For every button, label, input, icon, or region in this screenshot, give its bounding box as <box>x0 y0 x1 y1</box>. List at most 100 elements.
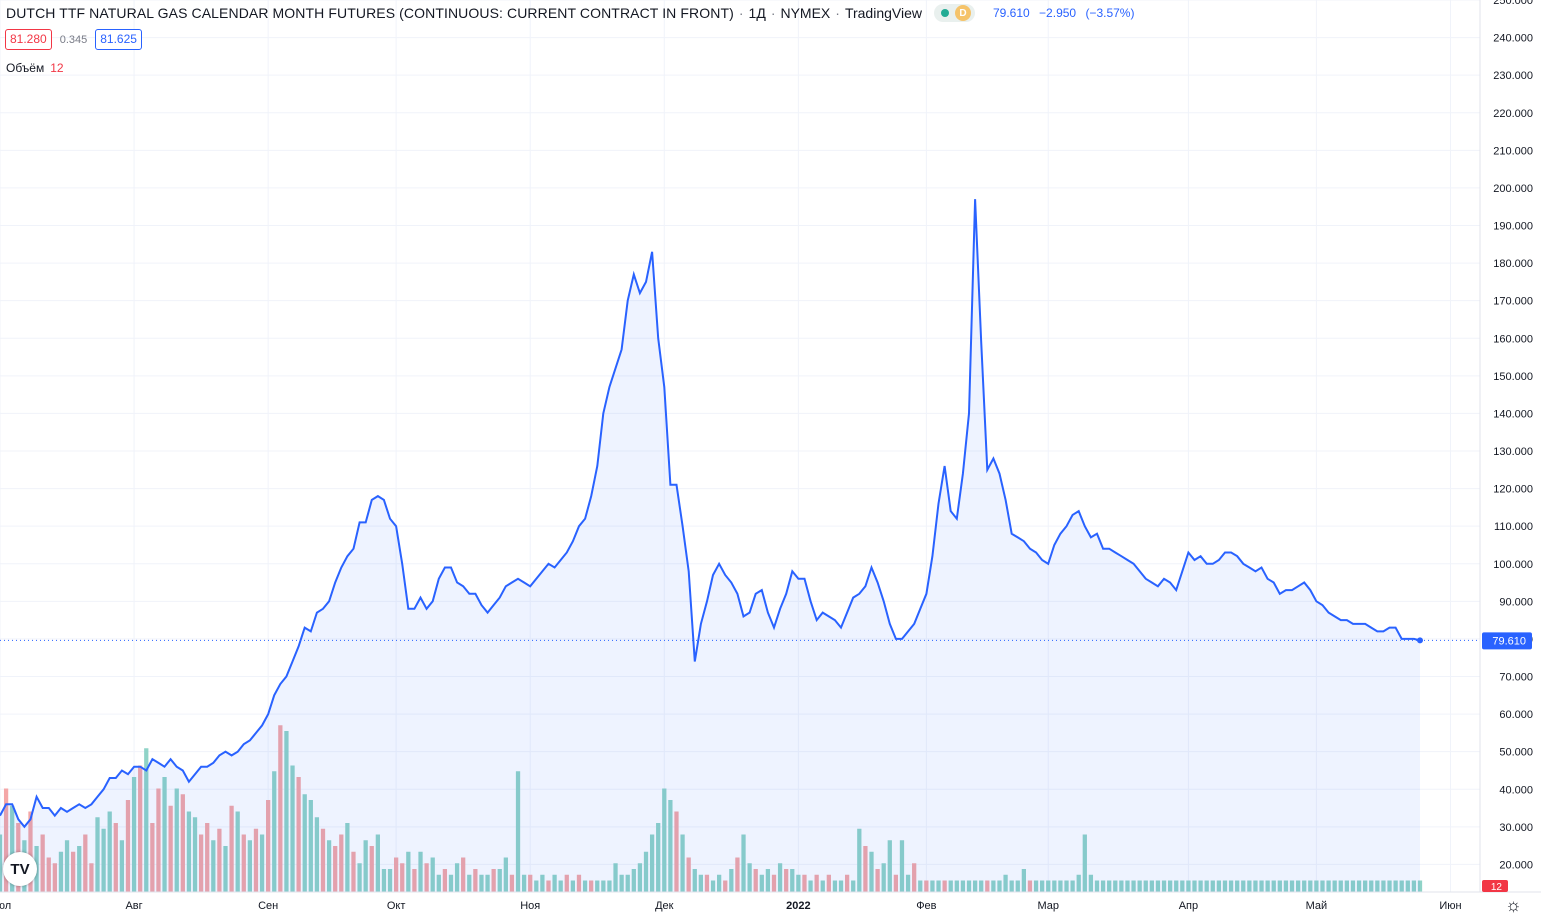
last-price: 79.610 <box>993 6 1030 20</box>
volume-bar <box>820 880 825 892</box>
volume-bar <box>467 874 472 892</box>
volume-bar <box>381 869 387 892</box>
volume-bar <box>333 846 338 892</box>
x-tick-label: Ноя <box>520 900 540 912</box>
volume-bar <box>131 777 137 892</box>
x-tick-label: Сен <box>258 900 278 912</box>
volume-bar <box>717 874 722 892</box>
volume-bar <box>662 788 667 892</box>
y-tick-label: 240.000 <box>1493 33 1533 45</box>
volume-bar <box>1161 880 1167 892</box>
volume-bar <box>668 800 673 892</box>
volume-bar <box>1393 880 1398 892</box>
volume-bar <box>491 869 496 892</box>
volume-bar <box>656 823 661 892</box>
x-tick-label: Май <box>1306 900 1328 912</box>
volume-bar <box>400 863 405 892</box>
volume-bar <box>1198 880 1203 892</box>
volume-bar <box>1094 880 1100 892</box>
volume-bar <box>454 863 460 892</box>
y-tick-label: 170.000 <box>1493 296 1533 308</box>
x-tick-label: Окт <box>387 900 406 912</box>
volume-bar <box>851 880 856 892</box>
volume-legend[interactable]: Объём 12 <box>6 61 64 75</box>
volume-bar <box>290 765 295 892</box>
volume-bar <box>710 880 716 892</box>
volume-bar <box>107 811 112 892</box>
volume-bar <box>979 880 984 892</box>
volume-bar <box>351 851 356 892</box>
volume-bar <box>308 800 313 892</box>
quote-readout: 79.610 −2.950 (−3.57%) <box>993 6 1140 20</box>
volume-bar <box>1040 880 1045 892</box>
volume-bar <box>497 869 502 892</box>
y-tick-label: 100.000 <box>1493 559 1533 571</box>
volume-bar <box>345 823 350 892</box>
x-tick-label: Фев <box>916 900 936 912</box>
volume-label: Объём <box>6 61 45 75</box>
volume-bar <box>1137 880 1142 892</box>
volume-bar <box>942 880 947 892</box>
volume-bar <box>485 874 490 892</box>
tradingview-logo-icon[interactable]: TV <box>3 852 37 886</box>
volume-bar <box>601 880 606 892</box>
volume-bar <box>838 880 844 892</box>
volume-bar <box>1375 880 1380 892</box>
volume-bar <box>1381 880 1386 892</box>
volume-bar <box>771 874 777 892</box>
volume-bar <box>326 840 332 892</box>
volume-bar <box>1405 880 1410 892</box>
volume-bar <box>887 840 892 892</box>
volume-bar <box>521 874 527 892</box>
volume-bar <box>144 748 149 892</box>
volume-bar <box>1210 880 1215 892</box>
volume-bar <box>363 840 368 892</box>
volume-bar <box>1338 880 1343 892</box>
volume-bar <box>1417 880 1423 892</box>
volume-bar <box>1119 880 1124 892</box>
interval-label[interactable]: 1Д <box>748 5 766 21</box>
volume-bar <box>649 834 655 892</box>
volume-bar <box>1314 880 1319 892</box>
volume-value: 12 <box>50 61 64 75</box>
y-tick-label: 190.000 <box>1493 221 1533 233</box>
volume-bar <box>83 834 88 892</box>
x-tick-label: Апр <box>1179 900 1198 912</box>
volume-bar <box>735 857 740 892</box>
volume-bar <box>1033 880 1039 892</box>
volume-bar <box>1125 880 1130 892</box>
volume-bar <box>174 788 179 892</box>
buy-price-box[interactable]: 81.625 <box>95 29 142 50</box>
volume-bar <box>875 869 880 892</box>
volume-bar <box>223 846 228 892</box>
volume-bar <box>869 851 874 892</box>
volume-bar <box>314 817 320 892</box>
volume-bar <box>52 863 57 892</box>
volume-bar <box>558 880 563 892</box>
volume-bar <box>284 731 289 892</box>
volume-bar <box>1241 880 1246 892</box>
volume-bar <box>509 874 515 892</box>
volume-bar <box>479 874 484 892</box>
volume-bar <box>1356 880 1362 892</box>
volume-bar <box>954 880 959 892</box>
volume-bar <box>168 805 173 892</box>
exchange-label: NYMEX <box>780 5 831 21</box>
sell-price-box[interactable]: 81.280 <box>5 29 52 50</box>
volume-bar <box>58 851 64 892</box>
volume-tag <box>1482 880 1508 892</box>
y-tick-label: 20.000 <box>1499 859 1533 871</box>
volume-bar <box>674 811 679 892</box>
symbol-title[interactable]: DUTCH TTF NATURAL GAS CALENDAR MONTH FUT… <box>6 5 734 21</box>
volume-bar <box>857 828 862 892</box>
volume-bar <box>205 823 210 892</box>
volume-bar <box>899 840 905 892</box>
price-line <box>0 199 1421 829</box>
gear-icon[interactable]: ☼ <box>1505 895 1522 915</box>
volume-bar <box>948 880 953 892</box>
status-badges[interactable]: D <box>934 4 975 22</box>
y-tick-label: 180.000 <box>1493 258 1533 270</box>
y-tick-label: 90.000 <box>1499 596 1533 608</box>
volume-bar <box>1167 880 1173 892</box>
